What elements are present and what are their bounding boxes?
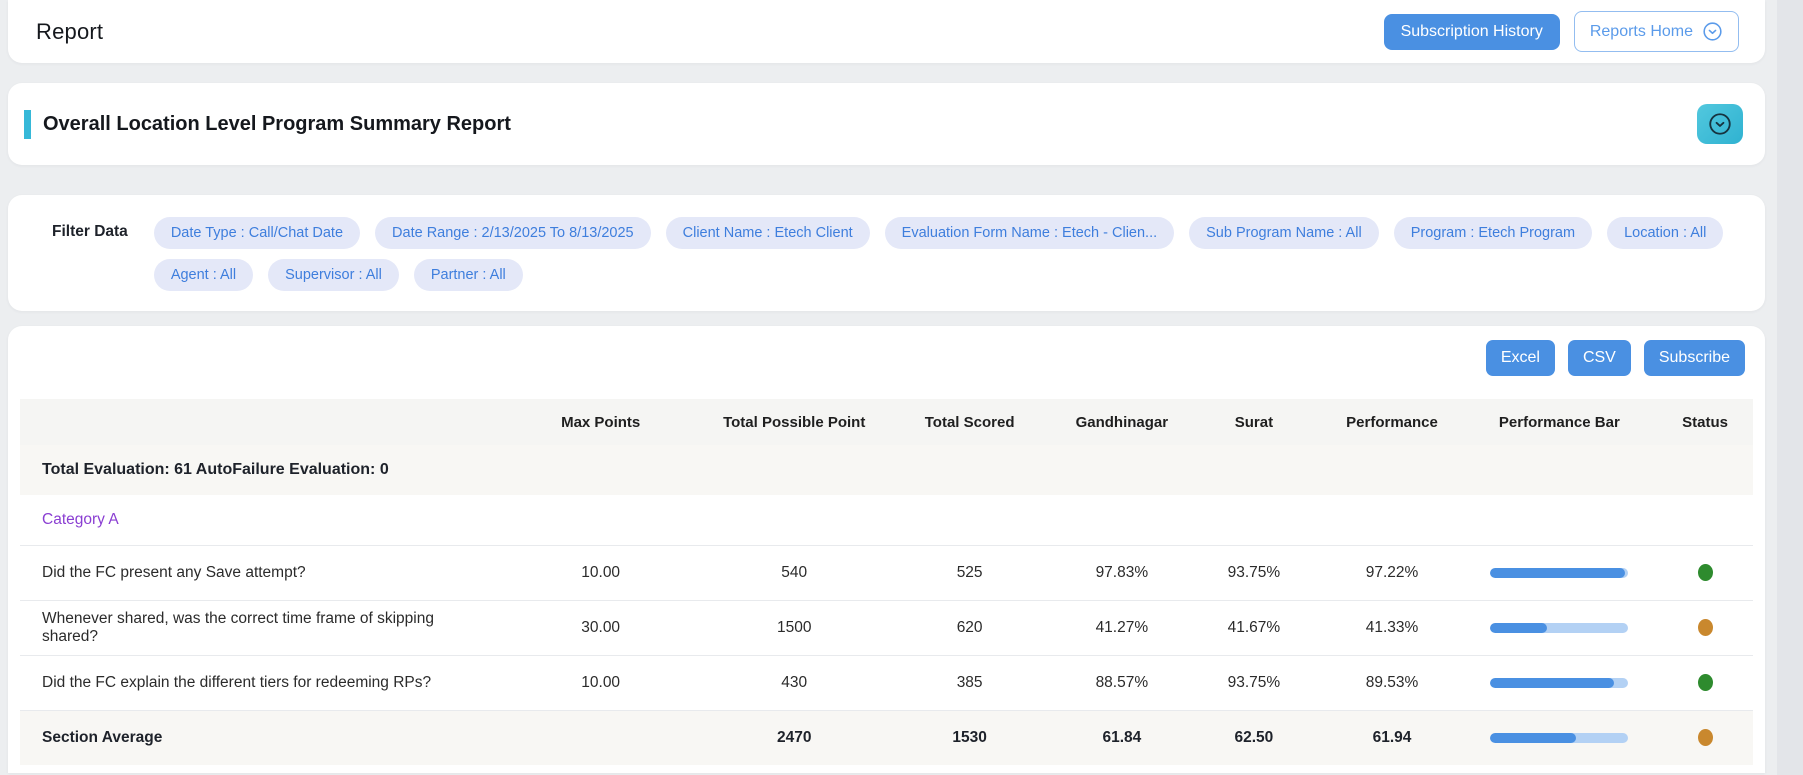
gandhinagar-cell: 88.57% <box>1058 654 1186 710</box>
performance-bar <box>1490 677 1629 688</box>
column-header-max-points: Max Points <box>493 399 708 445</box>
status-dot <box>1697 729 1713 747</box>
total-scored-cell: 525 <box>880 544 1059 600</box>
table-header-row: Max Points Total Possible Point Total Sc… <box>20 399 1753 445</box>
report-title-card: Overall Location Level Program Summary R… <box>8 83 1765 165</box>
performance-cell: 61.94 <box>1322 709 1462 765</box>
export-actions: Excel CSV Subscribe <box>20 340 1753 376</box>
title-accent-bar <box>24 109 31 139</box>
total-possible-cell: 430 <box>707 654 881 710</box>
collapse-report-button[interactable] <box>1697 104 1743 144</box>
category-row: Category A <box>20 495 1753 545</box>
performance-bar <box>1490 622 1629 633</box>
column-header-performance: Performance <box>1322 399 1462 445</box>
table-row: Did the FC present any Save attempt? 10.… <box>20 544 1753 600</box>
filter-chip-sub-program-name[interactable]: Sub Program Name : All <box>1189 217 1379 249</box>
filter-chip-program[interactable]: Program : Etech Program <box>1393 217 1593 249</box>
total-scored-cell: 1530 <box>880 709 1059 765</box>
column-header-performance-bar: Performance Bar <box>1461 399 1658 445</box>
chevron-down-circle-icon <box>1703 22 1722 41</box>
gandhinagar-cell: 41.27% <box>1058 599 1186 655</box>
performance-cell: 97.22% <box>1322 544 1462 600</box>
column-header-gandhinagar: Gandhinagar <box>1058 399 1186 445</box>
question-cell: Did the FC explain the different tiers f… <box>20 654 494 710</box>
column-header-total-possible-point: Total Possible Point <box>707 399 881 445</box>
filter-card: Filter Data Date Type : Call/Chat Date D… <box>8 195 1765 311</box>
max-points-cell <box>493 709 708 765</box>
filter-chips: Date Type : Call/Chat Date Date Range : … <box>153 217 1724 291</box>
status-dot <box>1697 673 1713 691</box>
total-scored-cell: 385 <box>880 654 1059 710</box>
chevron-down-circle-icon <box>1709 113 1731 135</box>
gandhinagar-cell: 61.84 <box>1058 709 1186 765</box>
column-header-question <box>20 399 494 445</box>
status-dot <box>1697 563 1713 581</box>
summary-report-table: Max Points Total Possible Point Total Sc… <box>20 399 1753 765</box>
total-possible-cell: 1500 <box>707 599 881 655</box>
total-possible-cell: 2470 <box>707 709 881 765</box>
filter-chip-date-range[interactable]: Date Range : 2/13/2025 To 8/13/2025 <box>375 217 651 249</box>
performance-cell: 89.53% <box>1322 654 1462 710</box>
csv-export-button[interactable]: CSV <box>1567 340 1631 376</box>
report-table-card: Excel CSV Subscribe Max Points Total Pos… <box>8 326 1765 773</box>
column-header-total-scored: Total Scored <box>880 399 1059 445</box>
filter-chip-row-1: Date Type : Call/Chat Date Date Range : … <box>153 217 1724 249</box>
page-scroll-gutter[interactable] <box>1777 0 1803 775</box>
total-possible-cell: 540 <box>707 544 881 600</box>
evaluation-summary-row: Total Evaluation: 61 AutoFailure Evaluat… <box>20 445 1753 495</box>
filter-chip-location[interactable]: Location : All <box>1607 217 1724 249</box>
performance-bar <box>1490 567 1629 578</box>
reports-home-button[interactable]: Reports Home <box>1573 11 1739 52</box>
header-actions: Subscription History Reports Home <box>1383 11 1739 52</box>
excel-export-button[interactable]: Excel <box>1485 340 1555 376</box>
filter-chip-client-name[interactable]: Client Name : Etech Client <box>665 217 870 249</box>
filter-data-label: Filter Data <box>52 223 128 240</box>
filter-chip-agent[interactable]: Agent : All <box>153 259 254 291</box>
top-header: Report Subscription History Reports Home <box>8 0 1765 63</box>
question-cell: Did the FC present any Save attempt? <box>20 544 494 600</box>
max-points-cell: 10.00 <box>493 654 708 710</box>
filter-chip-row-2: Agent : All Supervisor : All Partner : A… <box>153 259 1724 291</box>
filter-chip-date-type[interactable]: Date Type : Call/Chat Date <box>153 217 361 249</box>
gandhinagar-cell: 97.83% <box>1058 544 1186 600</box>
section-average-label: Section Average <box>20 709 494 765</box>
section-average-row: Section Average 2470 1530 61.84 62.50 61… <box>20 709 1753 765</box>
column-header-surat: Surat <box>1185 399 1323 445</box>
subscribe-button[interactable]: Subscribe <box>1643 340 1745 376</box>
filter-chip-partner[interactable]: Partner : All <box>413 259 523 291</box>
category-label: Category A <box>42 510 119 528</box>
status-dot <box>1697 618 1713 636</box>
performance-cell: 41.33% <box>1322 599 1462 655</box>
max-points-cell: 30.00 <box>493 599 708 655</box>
filter-chip-evaluation-form-name[interactable]: Evaluation Form Name : Etech - Clien... <box>884 217 1175 249</box>
column-header-status: Status <box>1657 399 1753 445</box>
surat-cell: 93.75% <box>1185 654 1323 710</box>
report-title: Overall Location Level Program Summary R… <box>43 112 511 135</box>
page: Report Subscription History Reports Home… <box>8 0 1765 773</box>
surat-cell: 93.75% <box>1185 544 1323 600</box>
page-title: Report <box>36 18 104 44</box>
question-cell: Whenever shared, was the correct time fr… <box>20 599 494 655</box>
table-row: Did the FC explain the different tiers f… <box>20 654 1753 710</box>
subscription-history-button[interactable]: Subscription History <box>1383 13 1560 50</box>
table-row: Whenever shared, was the correct time fr… <box>20 599 1753 655</box>
max-points-cell: 10.00 <box>493 544 708 600</box>
performance-bar <box>1490 732 1629 743</box>
surat-cell: 41.67% <box>1185 599 1323 655</box>
total-scored-cell: 620 <box>880 599 1059 655</box>
evaluation-summary-text: Total Evaluation: 61 AutoFailure Evaluat… <box>20 445 1753 495</box>
surat-cell: 62.50 <box>1185 709 1323 765</box>
reports-home-label: Reports Home <box>1589 22 1693 40</box>
filter-chip-supervisor[interactable]: Supervisor : All <box>268 259 399 291</box>
